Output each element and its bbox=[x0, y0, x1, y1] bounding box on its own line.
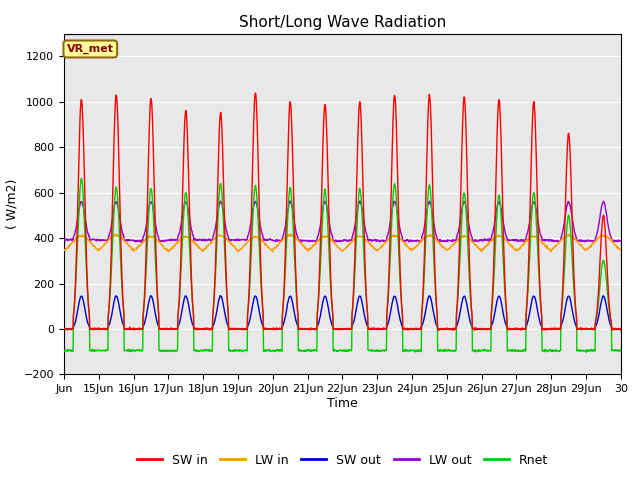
X-axis label: Time: Time bbox=[327, 397, 358, 410]
Legend: SW in, LW in, SW out, LW out, Rnet: SW in, LW in, SW out, LW out, Rnet bbox=[132, 449, 553, 472]
Title: Short/Long Wave Radiation: Short/Long Wave Radiation bbox=[239, 15, 446, 30]
Y-axis label: ( W/m2): ( W/m2) bbox=[5, 179, 18, 229]
Text: VR_met: VR_met bbox=[67, 44, 114, 54]
